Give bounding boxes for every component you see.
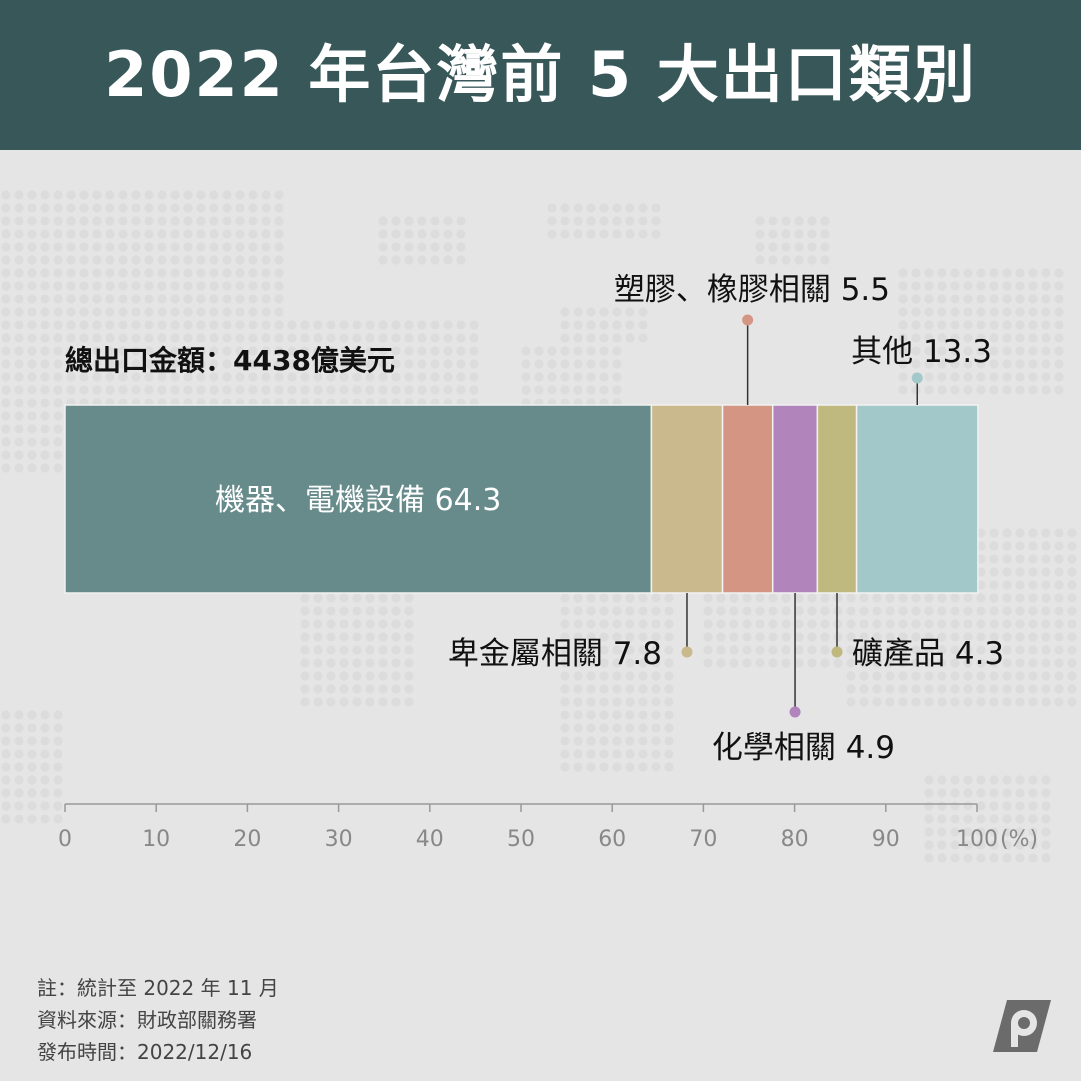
x-tick-label-6: 60 — [598, 827, 626, 852]
leader-dot-4 — [831, 646, 843, 658]
x-tick-label-8: 80 — [781, 827, 809, 852]
page-title: 2022 年台灣前 5 大出口類別 — [104, 38, 977, 111]
source-text: 資料來源：財政部關務署 — [37, 1008, 257, 1032]
publish-date-text: 發布時間：2022/12/16 — [37, 1040, 253, 1064]
p-logo-icon — [993, 1000, 1051, 1052]
segment-label-3: 化學相關 4.9 — [712, 730, 895, 766]
x-tick-label-3: 30 — [325, 827, 353, 852]
segment-label-2: 塑膠、橡膠相關 5.5 — [614, 272, 890, 308]
bar-segment-1 — [650, 404, 724, 594]
segment-label-0: 機器、電機設備 64.3 — [215, 483, 501, 518]
bar-segment-2 — [721, 404, 774, 594]
segment-label-5: 其他 13.3 — [851, 334, 992, 370]
x-tick-label-9: 90 — [872, 827, 900, 852]
leader-dot-1 — [681, 646, 693, 658]
x-tick-label-10: 100 — [956, 827, 998, 852]
bar-segment-3 — [771, 404, 819, 594]
segment-label-4: 礦產品 4.3 — [852, 636, 1004, 672]
x-tick-label-2: 20 — [233, 827, 261, 852]
leader-dot-2 — [742, 314, 754, 326]
x-tick-label-5: 50 — [507, 827, 535, 852]
title-banner — [0, 0, 1081, 150]
note-text: 註：統計至 2022 年 11 月 — [37, 976, 279, 1000]
x-tick-label-1: 10 — [142, 827, 170, 852]
leader-dot-5 — [911, 372, 923, 384]
bar-segment-4 — [816, 404, 858, 594]
total-export-label: 總出口金額：4438億美元 — [65, 344, 395, 377]
x-tick-label-0: 0 — [58, 827, 72, 852]
x-tick-label-7: 70 — [689, 827, 717, 852]
segment-label-1: 卑金屬相關 7.8 — [448, 636, 662, 672]
bar-segment-5 — [855, 404, 979, 594]
x-tick-label-4: 40 — [416, 827, 444, 852]
x-axis-unit-label: (%) — [1000, 827, 1038, 852]
leader-dot-3 — [789, 706, 801, 718]
